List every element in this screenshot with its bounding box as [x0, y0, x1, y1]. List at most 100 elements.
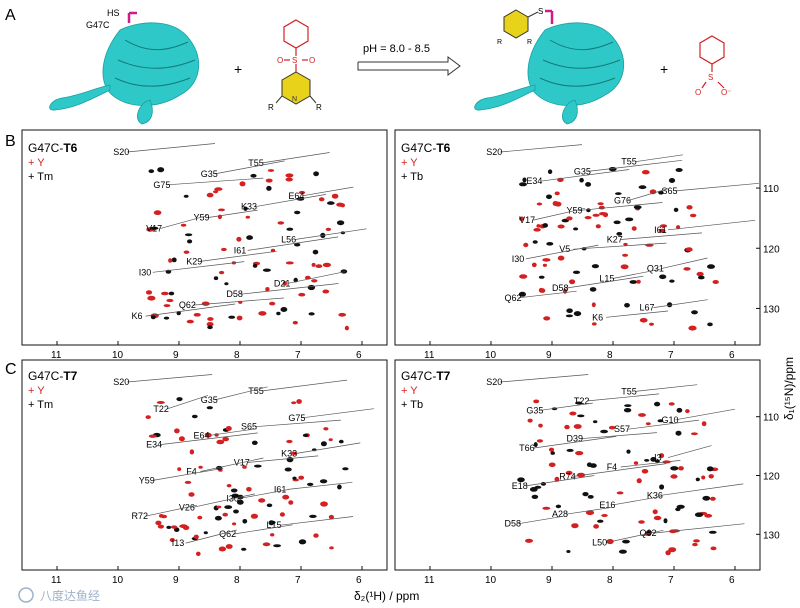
shift-line [580, 202, 663, 211]
shift-line [262, 379, 348, 392]
peak-red [552, 201, 559, 206]
residue-label: L56 [281, 235, 296, 245]
peak-red [573, 424, 582, 429]
spectrum-b-left: G47C-T6 + Y + Tm S20 T55 G35 G75 E64 K33 Y59 V1… [21, 129, 388, 361]
shift-line [627, 419, 699, 430]
shift-line [587, 393, 660, 402]
peak-black [184, 233, 193, 237]
residue-label: V17 [146, 224, 162, 234]
residue-label: G75 [288, 413, 305, 423]
residue-label: E18 [512, 481, 528, 491]
peak-black [336, 220, 345, 226]
shift-line [295, 442, 361, 454]
residue-label: E16 [599, 500, 615, 510]
y-tick-label: 120 [763, 244, 780, 255]
shift-line [620, 232, 703, 240]
peak-red [622, 253, 629, 257]
peak-red [170, 525, 178, 529]
peak-red [161, 291, 169, 296]
peak-red [608, 425, 616, 430]
peak-red [533, 228, 541, 232]
peak-red [569, 279, 576, 285]
peak-red [225, 544, 233, 549]
peak-black [298, 539, 307, 545]
shift-line [127, 143, 216, 153]
peak-red [519, 216, 525, 221]
residue-label: I61 [274, 484, 287, 494]
peak-red [564, 424, 570, 430]
peak-red [638, 413, 646, 417]
peak-black [624, 404, 632, 407]
peak-red [670, 474, 678, 479]
peak-red [320, 501, 328, 507]
peak-red [598, 205, 605, 210]
shift-line [635, 154, 684, 163]
sulfonyl-s: S [292, 56, 297, 65]
protein-cartoon-right [474, 22, 624, 125]
peak-black [625, 217, 634, 222]
residue-label: R72 [132, 511, 149, 521]
peak-black [532, 240, 538, 244]
frame-c-left [21, 359, 388, 571]
peak-black [573, 311, 582, 317]
peak-red [298, 292, 306, 297]
peak-red [279, 512, 285, 517]
x-tick-label: 10 [112, 575, 124, 586]
peak-red [623, 242, 628, 246]
shift-line [606, 310, 669, 318]
peak-red [214, 433, 219, 437]
peak-red [313, 533, 319, 538]
residue-label: I30 [226, 493, 239, 503]
x-ticks-b-right: 11 10 9 8 7 6 [424, 341, 736, 361]
residue-label: G35 [526, 405, 543, 415]
residue-label: K33 [281, 449, 297, 459]
peak-black [593, 420, 598, 424]
peak-black [250, 173, 257, 178]
legend-black-c-left: + Tm [28, 399, 53, 411]
peak-red [258, 311, 267, 316]
peak-black [231, 493, 240, 499]
peak-red [525, 538, 533, 543]
residue-label: I30 [512, 254, 525, 264]
legend-red-c-right: + Y [401, 385, 418, 397]
shift-line [247, 455, 319, 463]
peak-black [547, 169, 553, 174]
peak-red [641, 170, 650, 175]
sulfinate-s: S [708, 73, 713, 82]
residue-label: G35 [574, 166, 591, 176]
peak-red [311, 262, 316, 267]
peak-red [242, 465, 247, 469]
peak-red [686, 205, 693, 210]
peak-red [690, 213, 697, 218]
peak-red [336, 202, 344, 207]
peak-black [228, 315, 236, 319]
peak-red [298, 190, 306, 195]
peak-red [236, 315, 243, 321]
peak-red [189, 449, 195, 455]
shift-line [525, 475, 595, 487]
shift-line [214, 386, 268, 401]
shift-line [500, 144, 583, 153]
panel-label-b: B [5, 133, 16, 150]
shift-line [302, 408, 374, 419]
peak-black [241, 547, 247, 551]
peak-black [312, 249, 319, 255]
peak-red [216, 505, 222, 509]
peak-red [658, 228, 666, 233]
peak-red [282, 494, 290, 500]
peak-black [168, 291, 175, 296]
protein-label: G47C [86, 20, 110, 30]
residue-label: S20 [486, 377, 502, 387]
pyridine-n: N [292, 96, 297, 103]
peak-red [277, 221, 285, 225]
peak-black [342, 467, 349, 471]
residue-label: S65 [241, 422, 257, 432]
peak-red [548, 447, 555, 452]
peak-black [157, 167, 165, 173]
peak-black [243, 206, 248, 211]
residue-label: V17 [519, 215, 535, 225]
peak-red [668, 547, 677, 553]
peak-red [245, 215, 250, 219]
peak-red [620, 264, 629, 270]
